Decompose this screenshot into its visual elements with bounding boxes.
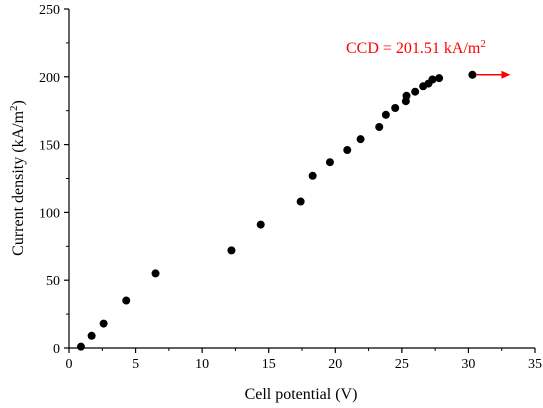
- axes: [68, 9, 535, 349]
- ccd-arrow-head: [501, 70, 511, 79]
- data-point: [99, 319, 108, 328]
- data-point: [122, 296, 131, 305]
- y-tick-label: 200: [39, 71, 60, 86]
- data-point: [381, 110, 390, 119]
- x-tick-label: 20: [328, 357, 342, 372]
- y-axis-title-superscript: 2: [8, 105, 20, 111]
- data-point: [151, 269, 160, 278]
- data-point: [391, 103, 400, 112]
- ccd-label-main: CCD = 201.51 kA/m: [346, 40, 481, 57]
- data-point: [435, 74, 444, 83]
- ccd-label: CCD = 201.51 kA/m2: [346, 38, 486, 57]
- y-axis-title-main: Current density (kA/m: [10, 110, 27, 255]
- data-point: [325, 158, 334, 167]
- data-point: [87, 331, 96, 340]
- data-point: [356, 135, 365, 144]
- data-point: [256, 220, 265, 229]
- data-point: [402, 91, 411, 100]
- ticks: 0 5 10 15 20 25 30 35 0 50 100 150 200 250: [39, 3, 542, 372]
- data-point: [308, 171, 317, 180]
- data-point: [296, 197, 305, 206]
- data-point: [468, 70, 477, 79]
- x-tick-label: 0: [66, 357, 73, 372]
- x-tick-label: 35: [528, 357, 542, 372]
- y-tick-label: 100: [39, 206, 60, 221]
- data-point: [375, 122, 384, 131]
- x-axis-title: Cell potential (V): [245, 386, 358, 403]
- data-point: [76, 342, 85, 351]
- y-axis-title-suffix: ): [10, 100, 27, 105]
- y-tick-label: 0: [53, 342, 60, 357]
- ccd-annotation: CCD = 201.51 kA/m2: [346, 38, 511, 79]
- x-tick-label: 10: [195, 357, 209, 372]
- data-points: [76, 70, 477, 351]
- y-tick-label: 150: [39, 139, 60, 154]
- data-point: [227, 246, 236, 255]
- x-tick-label: 5: [132, 357, 139, 372]
- x-tick-label: 15: [262, 357, 276, 372]
- ccd-label-superscript: 2: [480, 38, 486, 50]
- y-tick-label: 250: [39, 3, 60, 18]
- y-tick-label: 50: [46, 274, 60, 289]
- y-axis-title: Current density (kA/m2): [8, 100, 27, 256]
- x-tick-label: 25: [395, 357, 409, 372]
- data-point: [343, 146, 352, 155]
- data-point: [428, 75, 437, 84]
- x-tick-label: 30: [461, 357, 475, 372]
- data-point: [411, 87, 420, 96]
